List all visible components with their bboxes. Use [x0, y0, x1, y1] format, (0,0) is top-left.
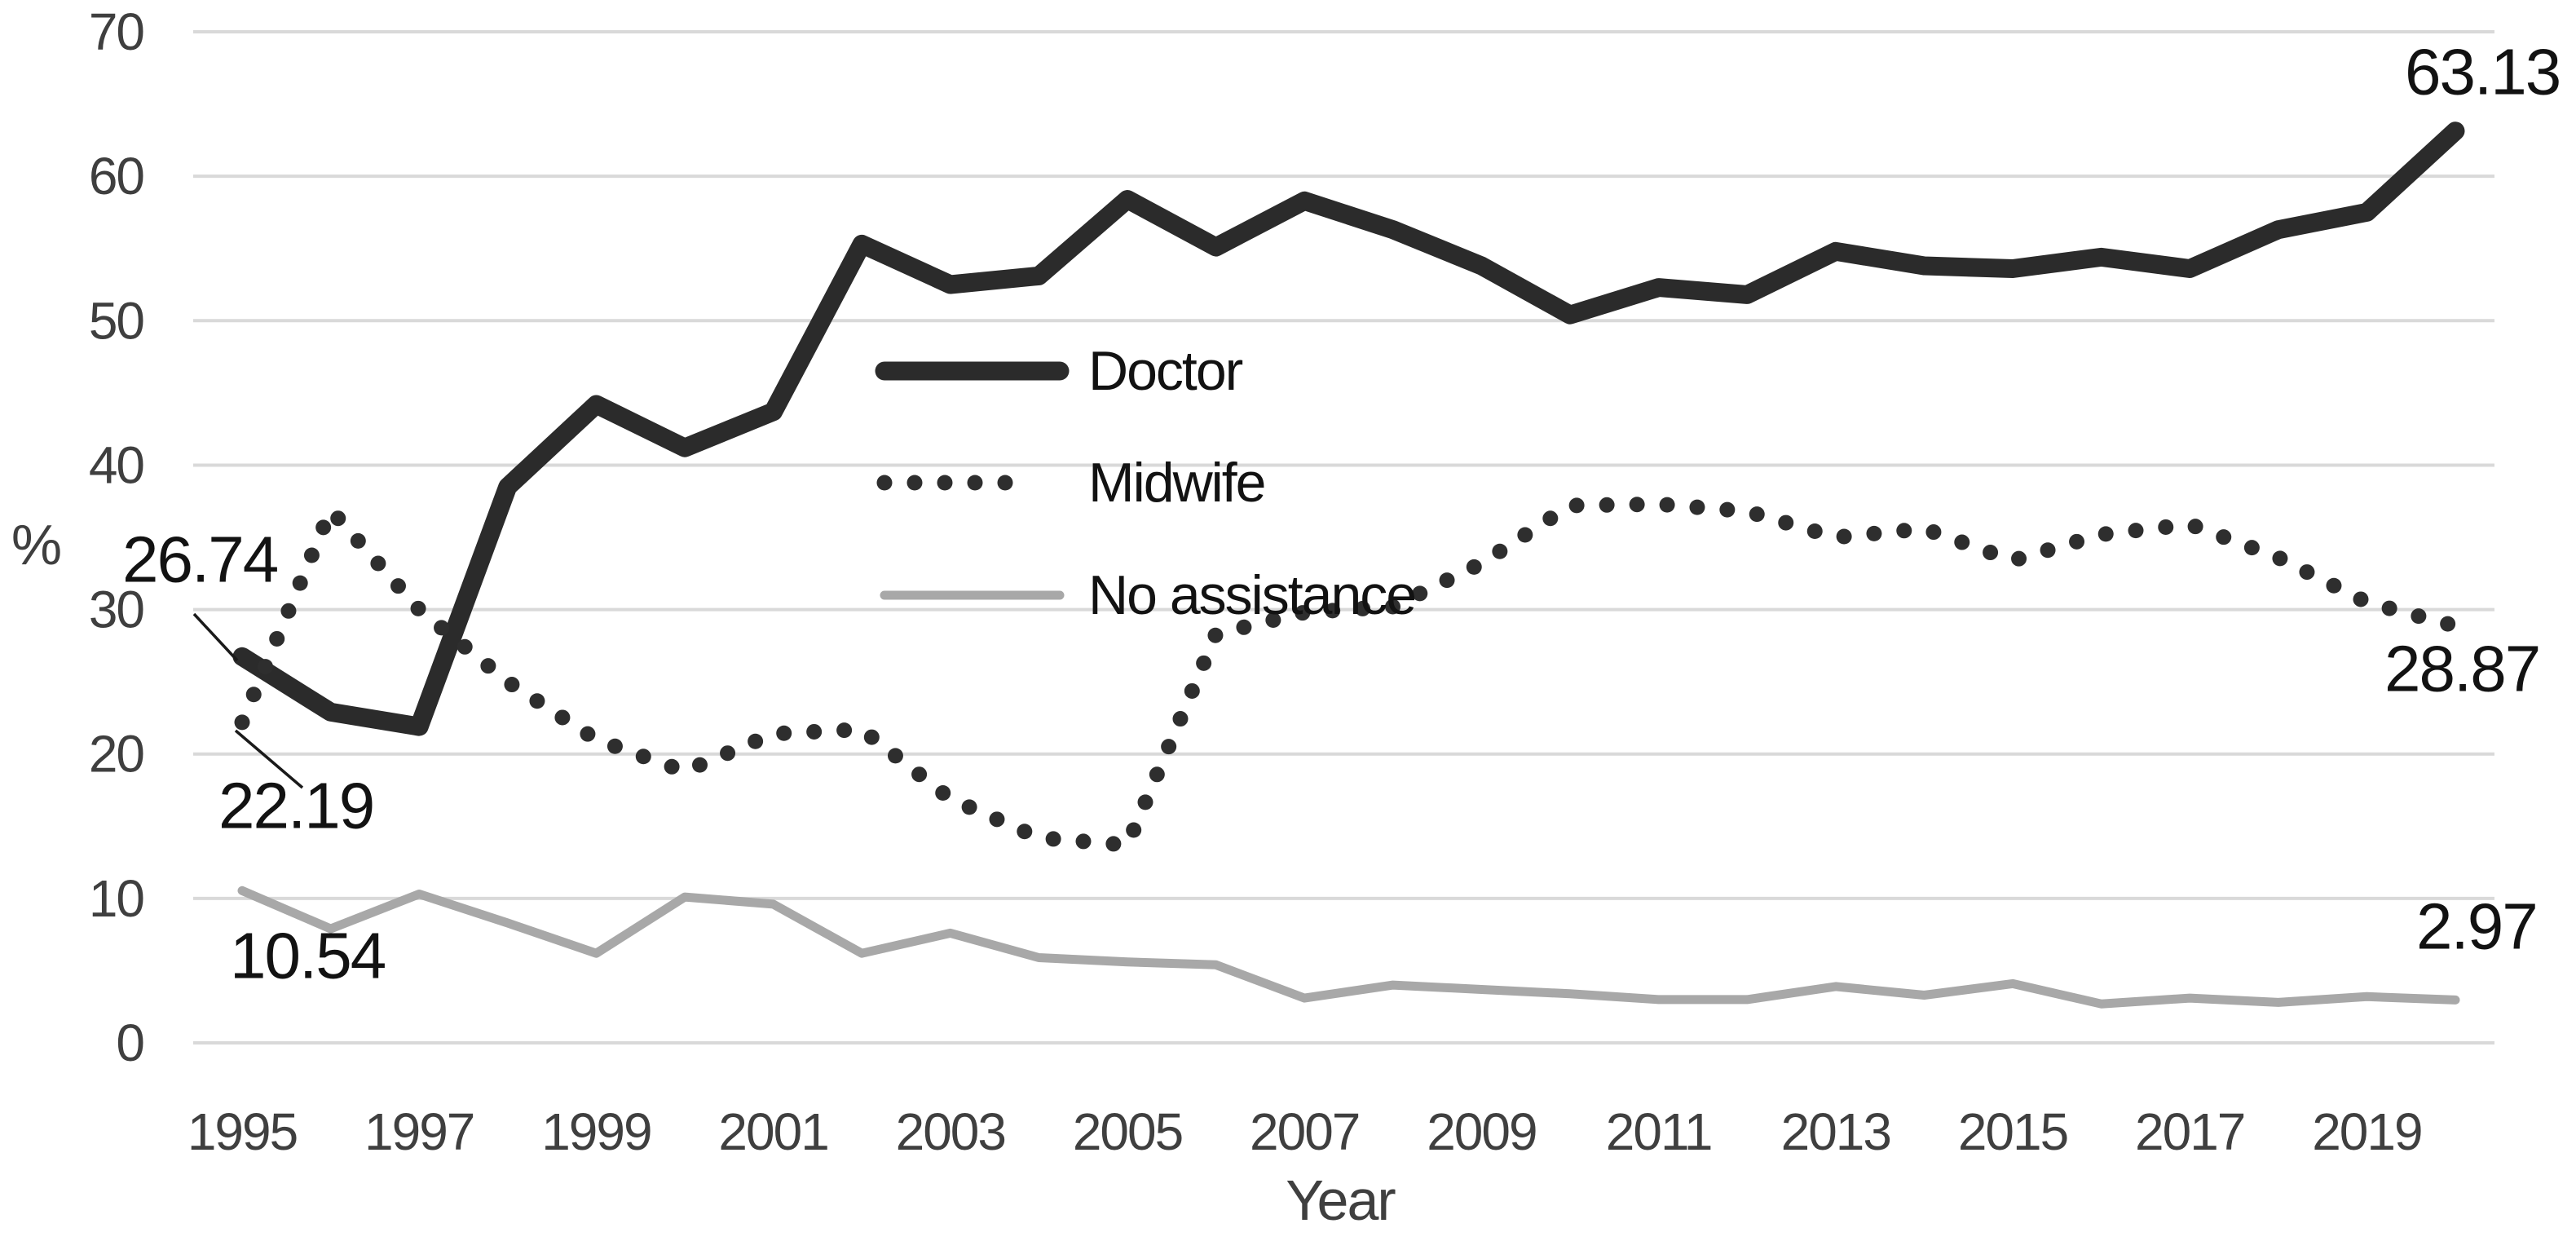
y-axis-title: %: [11, 513, 60, 576]
x-tick-label: 2005: [1073, 1102, 1182, 1161]
legend-label-no-assistance: No assistance: [1088, 564, 1415, 626]
legend-label-doctor: Doctor: [1088, 340, 1243, 402]
y-tick-label: 30: [89, 581, 144, 639]
x-tick-label: 2001: [718, 1102, 827, 1161]
data-label: 26.74: [122, 523, 278, 596]
y-tick-label: 20: [89, 725, 144, 784]
x-tick-label: 2013: [1781, 1102, 1890, 1161]
y-tick-label: 50: [89, 291, 144, 350]
data-label: 2.97: [2416, 890, 2537, 963]
y-tick-label: 70: [89, 2, 144, 61]
y-tick-label: 40: [89, 435, 144, 494]
series-line-doctor: [232, 121, 2465, 736]
annotation-leader-line: [192, 612, 239, 662]
x-tick-label: 2009: [1427, 1102, 1536, 1161]
x-tick-label: 2007: [1250, 1102, 1359, 1161]
x-tick-label: 2015: [1958, 1102, 2067, 1161]
y-tick-label: 60: [89, 147, 144, 205]
x-tick-label: 1997: [364, 1102, 474, 1161]
data-label: 10.54: [230, 920, 386, 992]
y-tick-label: 0: [116, 1014, 143, 1072]
data-label: 63.13: [2405, 36, 2560, 108]
series-line-no-assistance: [237, 885, 2460, 1009]
x-tick-label: 1999: [541, 1102, 651, 1161]
x-tick-label: 1995: [187, 1102, 297, 1161]
x-axis-title: Year: [1286, 1168, 1396, 1232]
x-tick-label: 2011: [1606, 1102, 1712, 1161]
x-tick-label: 2019: [2312, 1102, 2421, 1161]
data-label: 22.19: [218, 770, 373, 842]
y-tick-label: 10: [89, 869, 144, 928]
x-tick-label: 2017: [2135, 1102, 2244, 1161]
legend-label-midwife: Midwife: [1088, 452, 1265, 514]
series-line-midwife: [234, 496, 2464, 853]
x-tick-label: 2003: [896, 1102, 1005, 1161]
data-label: 28.87: [2384, 633, 2539, 705]
annotation-leader-line: [234, 729, 304, 789]
